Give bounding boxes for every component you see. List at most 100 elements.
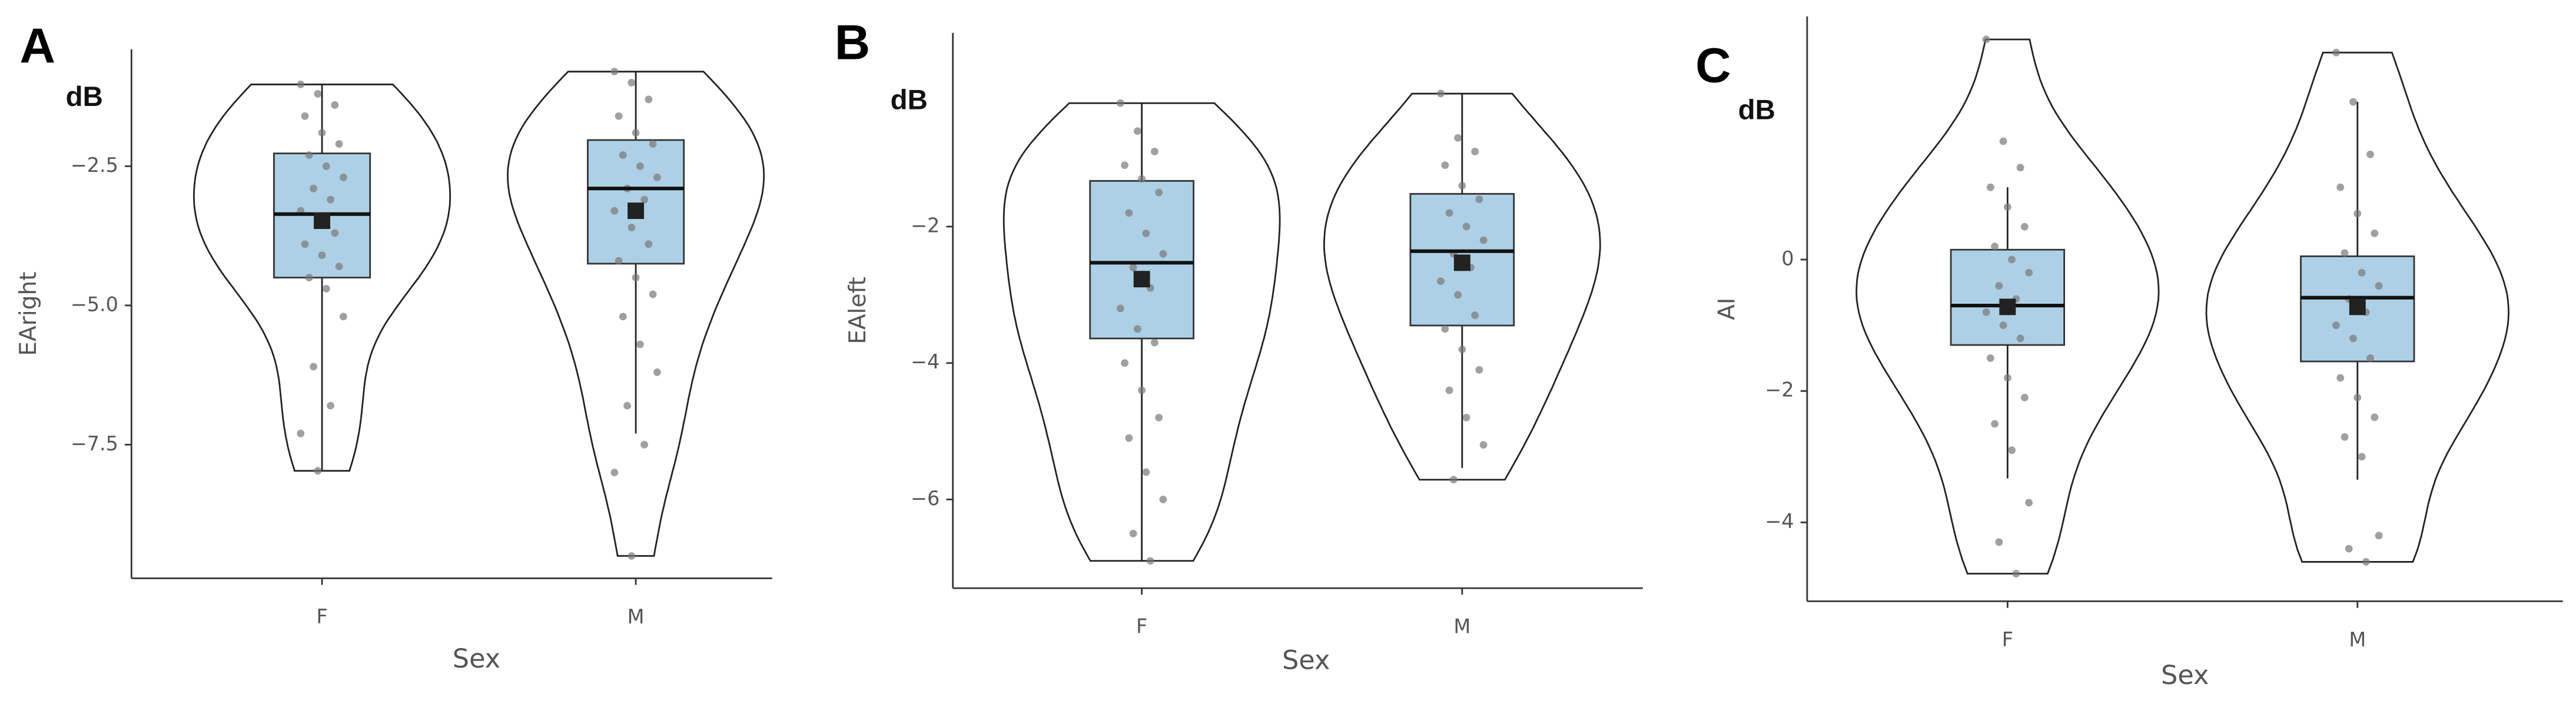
data-point [1986, 183, 1994, 191]
data-point [1458, 346, 1466, 353]
data-point [331, 101, 339, 109]
data-point [310, 184, 317, 192]
y-tick-label: −5.0 [71, 293, 118, 316]
data-point [640, 440, 649, 449]
data-point [2003, 203, 2011, 211]
data-point [305, 274, 313, 281]
data-point [1449, 476, 1458, 484]
box [1950, 248, 2066, 346]
data-point [2341, 249, 2349, 257]
data-point [623, 401, 631, 410]
y-axis-label: AI [1714, 298, 1740, 320]
mean-marker [1133, 271, 1150, 288]
data-point [2020, 223, 2029, 231]
data-point [318, 251, 326, 260]
data-point [1138, 175, 1146, 183]
data-point [1441, 161, 1449, 170]
data-point [2012, 570, 2020, 577]
data-point [1995, 538, 2003, 546]
data-point [1116, 304, 1124, 313]
data-point [335, 263, 343, 271]
data-point [1991, 243, 1999, 251]
data-point [335, 140, 343, 148]
data-point [2025, 499, 2033, 507]
data-point [1159, 250, 1167, 258]
data-point [310, 363, 317, 371]
mean-marker [628, 203, 645, 219]
data-point [636, 340, 644, 348]
mean-marker [314, 213, 330, 230]
mean-marker [1453, 254, 1470, 271]
data-point [1133, 325, 1141, 333]
data-point [619, 151, 627, 159]
x-axis-label: Sex [453, 643, 500, 674]
y-axis-label: EAleft [845, 277, 871, 344]
y-tick-label: −7.5 [71, 432, 118, 455]
data-point [2349, 334, 2357, 343]
data-point [1441, 325, 1449, 333]
data-point [314, 467, 322, 475]
x-tick-label: M [2349, 628, 2366, 651]
data-point [628, 79, 636, 87]
box [2300, 255, 2415, 363]
unit-label: dB [1738, 94, 1775, 125]
data-point [305, 151, 313, 159]
data-point [640, 195, 649, 204]
data-point [2358, 268, 2366, 277]
data-point [1155, 188, 1163, 197]
data-point [331, 229, 339, 237]
data-point [632, 129, 640, 137]
data-point [318, 129, 326, 137]
data-point [628, 552, 636, 560]
data-point [2375, 282, 2383, 290]
data-point [2371, 413, 2379, 421]
data-point [2332, 321, 2340, 329]
data-point [1129, 529, 1137, 537]
data-point [2003, 374, 2011, 382]
data-point [610, 469, 619, 477]
data-point [1454, 134, 1462, 142]
data-point [314, 89, 322, 98]
data-point [632, 274, 640, 281]
data-point [322, 162, 330, 170]
data-point [339, 313, 347, 321]
data-point [1475, 366, 1483, 374]
data-point [653, 173, 661, 181]
data-point [2345, 545, 2353, 553]
x-tick-label: M [628, 605, 645, 628]
data-point [1458, 181, 1466, 190]
data-point [1437, 89, 1445, 98]
data-point [1133, 127, 1141, 135]
x-axis-label: Sex [1282, 645, 1330, 676]
x-tick-label: M [1453, 615, 1470, 638]
data-point [1150, 148, 1158, 155]
data-point [645, 240, 653, 248]
data-point [1986, 354, 1994, 362]
y-tick-label: −2 [911, 214, 940, 237]
data-point [645, 95, 653, 104]
y-tick-label: −2 [1765, 379, 1794, 401]
data-point [1462, 413, 1470, 421]
data-point [1437, 277, 1445, 286]
data-point [327, 195, 334, 204]
data-point [1445, 209, 1453, 217]
data-point [2371, 229, 2379, 237]
data-point [615, 257, 623, 265]
data-point [1116, 99, 1124, 107]
data-point [327, 401, 334, 410]
data-point [1479, 441, 1488, 449]
data-point [1999, 137, 2007, 145]
violin [506, 71, 765, 557]
data-point [1479, 236, 1488, 244]
data-point [322, 285, 330, 293]
x-tick-label: F [316, 605, 327, 628]
violin [1855, 38, 2160, 575]
data-point [1454, 291, 1462, 299]
data-point [1991, 420, 1999, 428]
data-point [2016, 164, 2024, 172]
data-point [1121, 161, 1129, 170]
data-point [1159, 496, 1167, 503]
data-point [653, 368, 661, 376]
data-point [1125, 434, 1133, 442]
data-point [1138, 386, 1146, 394]
